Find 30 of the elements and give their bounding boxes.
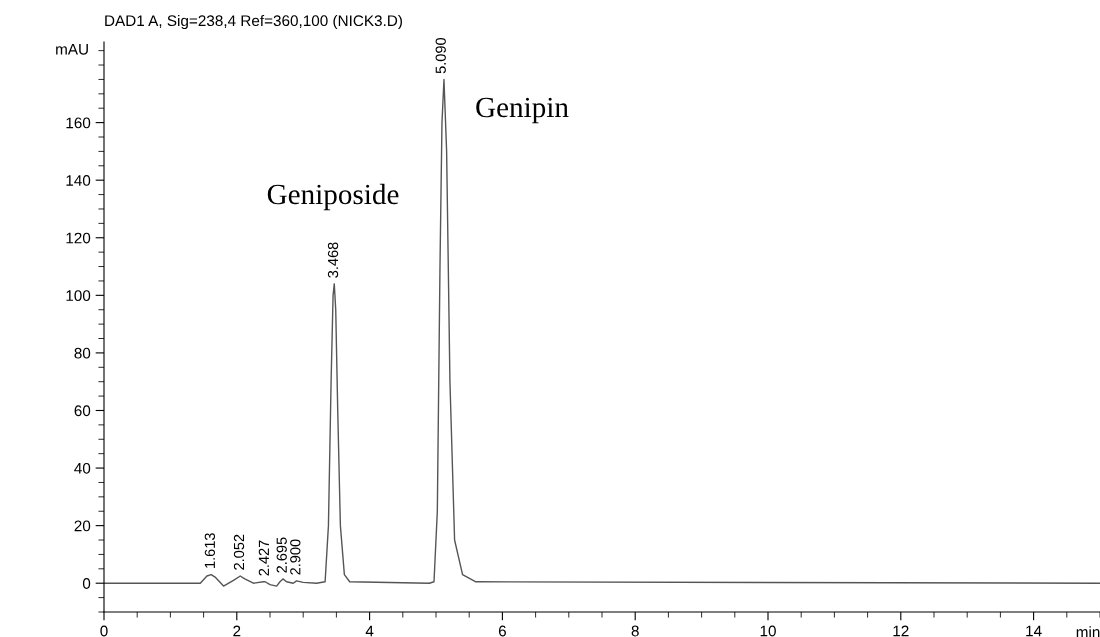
y-tick-label: 0 xyxy=(82,578,91,589)
y-axis-title: mAU xyxy=(56,43,88,55)
x-tick-label: 8 xyxy=(631,625,639,637)
annotation: 3.468 xyxy=(327,242,339,278)
annotation: 2.695 xyxy=(276,537,287,573)
y-tick-label: 40 xyxy=(74,462,91,474)
y-tick-label: 100 xyxy=(66,290,91,302)
y-tick-label: 80 xyxy=(74,347,91,359)
annotation: 2.900 xyxy=(290,539,301,575)
annotation: 1.613 xyxy=(204,533,216,568)
annotation: 2.427 xyxy=(258,540,269,576)
x-tick-label: 10 xyxy=(760,625,776,637)
x-tick-label: 12 xyxy=(893,625,909,637)
x-tick-label: 6 xyxy=(498,625,506,637)
y-tick-label: 160 xyxy=(66,117,91,129)
annotation: Genipin xyxy=(476,97,569,124)
line-series xyxy=(104,78,1100,587)
annotation: Geniposide xyxy=(267,183,399,211)
x-tick-label: 14 xyxy=(1026,625,1042,637)
x-tick-label: 4 xyxy=(365,625,374,637)
x-tick-label: 2 xyxy=(233,625,241,637)
annotation: 5.090 xyxy=(435,37,446,74)
annotation: 2.052 xyxy=(233,534,245,570)
y-tick-label: 120 xyxy=(66,232,91,244)
x-axis-title: min xyxy=(1076,626,1100,637)
x-tick-label: 0 xyxy=(100,625,108,637)
y-tick-label: 140 xyxy=(66,175,91,186)
y-tick-label: 60 xyxy=(74,405,91,417)
y-tick-label: 20 xyxy=(74,520,91,532)
chart-title: DAD1 A, Sig=238,4 Ref=360,100 (NICK3.D) xyxy=(105,14,402,30)
